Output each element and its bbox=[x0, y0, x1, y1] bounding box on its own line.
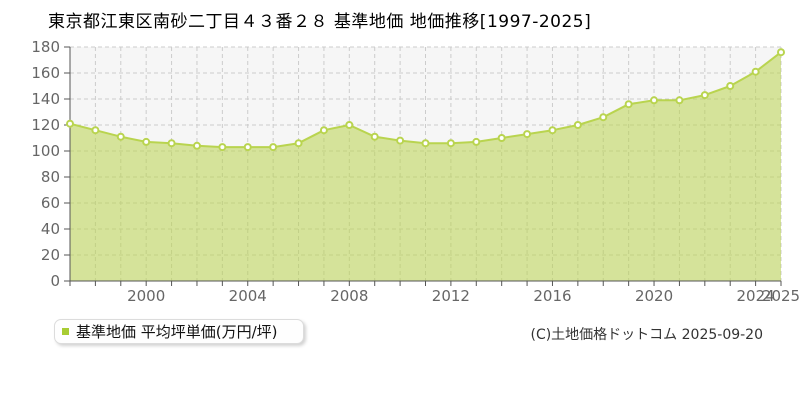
svg-text:0: 0 bbox=[50, 272, 60, 290]
price-trend-chart: 0 20 40 60 80 100 120 140 160 180 2000 2004 2008 2012… bbox=[31, 38, 800, 305]
data-point-markers bbox=[66, 48, 785, 152]
legend-series-marker-icon bbox=[62, 328, 69, 335]
svg-text:80: 80 bbox=[41, 168, 60, 186]
svg-text:60: 60 bbox=[41, 194, 60, 212]
area-series bbox=[70, 52, 781, 282]
svg-text:2012: 2012 bbox=[432, 287, 470, 305]
page-title: 東京都江東区南砂二丁目４３番２８ 基準地価 地価推移[1997-2025] bbox=[48, 12, 592, 32]
svg-text:2016: 2016 bbox=[533, 287, 571, 305]
svg-text:2000: 2000 bbox=[127, 287, 165, 305]
svg-text:120: 120 bbox=[31, 116, 60, 134]
legend-series-label: 基準地価 平均坪単価(万円/坪) bbox=[76, 323, 278, 341]
y-axis-ticks: 0 20 40 60 80 100 120 140 160 180 bbox=[31, 38, 70, 290]
svg-text:2020: 2020 bbox=[635, 287, 673, 305]
svg-text:160: 160 bbox=[31, 64, 60, 82]
svg-text:2025: 2025 bbox=[762, 287, 800, 305]
svg-text:2008: 2008 bbox=[330, 287, 368, 305]
svg-text:180: 180 bbox=[31, 38, 60, 56]
svg-text:20: 20 bbox=[41, 246, 60, 264]
legend: 基準地価 平均坪単価(万円/坪) bbox=[54, 319, 304, 344]
svg-text:2024: 2024 bbox=[737, 287, 775, 305]
svg-text:140: 140 bbox=[31, 90, 60, 108]
copyright-text: (C)土地価格ドットコム 2025-09-20 bbox=[530, 327, 763, 343]
area-fill bbox=[70, 52, 781, 282]
svg-text:100: 100 bbox=[31, 142, 60, 160]
svg-text:2004: 2004 bbox=[229, 287, 267, 305]
svg-text:40: 40 bbox=[41, 220, 60, 238]
